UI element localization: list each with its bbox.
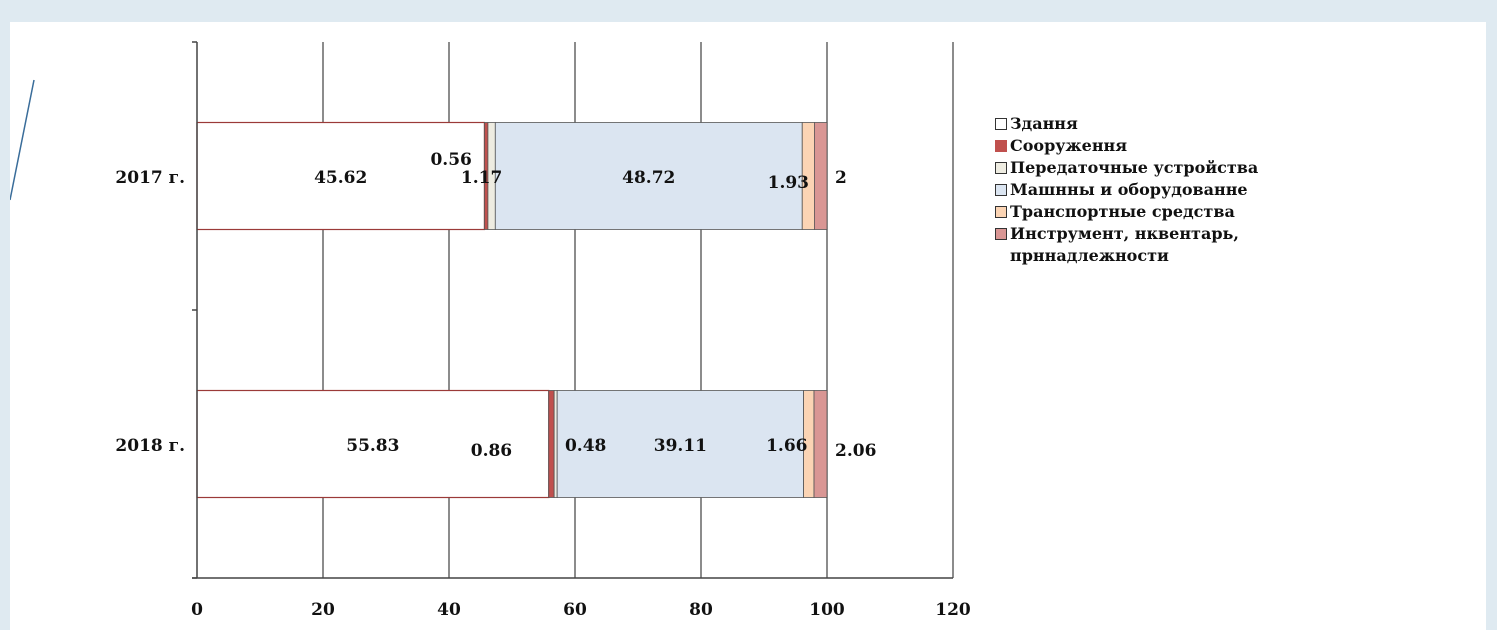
legend-label: Инструмент, нквентарь, прннадлежности xyxy=(1010,224,1239,265)
legend-label: Машнны и оборудованне xyxy=(1010,180,1248,199)
legend-label: Здання xyxy=(1010,114,1078,133)
bar-segment xyxy=(556,390,804,498)
axes xyxy=(192,41,953,579)
data-label: 2.06 xyxy=(835,441,876,461)
chart-frame: 0 20 40 60 80 100 120 45.62 0.56 1.17 48.72 1.93 2 20… xyxy=(10,22,1486,630)
data-label: 55.83 xyxy=(346,436,399,456)
bars xyxy=(196,121,828,499)
x-tick-label: 120 xyxy=(935,600,970,620)
data-label: 1.66 xyxy=(766,436,807,456)
legend-item: Сооруження xyxy=(995,135,1395,157)
data-label: 1.93 xyxy=(768,173,809,193)
legend-item: Инструмент, нквентарь, прннадлежности xyxy=(995,223,1395,267)
bar-segment xyxy=(814,122,828,230)
x-tick-label: 0 xyxy=(191,600,203,620)
data-label: 39.11 xyxy=(654,436,707,456)
legend-label: Сооруження xyxy=(1010,136,1128,155)
legend-swatch xyxy=(995,140,1007,152)
category-label: 2018 г. xyxy=(115,436,185,456)
legend-item: Машнны и оборудованне xyxy=(995,179,1395,201)
legend-label: Передаточные устройства xyxy=(1010,158,1259,177)
bar-segment xyxy=(196,389,550,499)
data-label: 48.72 xyxy=(622,168,675,188)
legend-label: Транспортные средства xyxy=(1010,202,1235,221)
legend-swatch xyxy=(995,206,1007,218)
data-label: 0.48 xyxy=(565,436,606,456)
data-label: 1.17 xyxy=(461,168,502,188)
bar-chart: 0 20 40 60 80 100 120 45.62 0.561.17 48.72 1.93 2 20… xyxy=(115,41,970,620)
x-tick-label: 60 xyxy=(563,600,587,620)
legend-item: Передаточные устройства xyxy=(995,157,1395,179)
legend-item: Транспортные средства xyxy=(995,201,1395,223)
legend-item: Здання xyxy=(995,113,1395,135)
category-label: 2017 г. xyxy=(115,168,185,188)
bar-segment xyxy=(494,122,803,230)
x-tick-label: 40 xyxy=(437,600,461,620)
legend-swatch xyxy=(995,184,1007,196)
bar-segment xyxy=(553,390,558,498)
x-tick-label: 20 xyxy=(311,600,335,620)
legend-swatch xyxy=(995,162,1007,174)
data-label: 45.62 xyxy=(314,168,367,188)
data-label: 0.86 xyxy=(471,441,512,461)
bar-segment xyxy=(548,390,555,498)
x-tick-label: 100 xyxy=(809,600,845,620)
legend: Здання Сооруження Передаточные устройств… xyxy=(995,113,1395,267)
decorative-line xyxy=(10,79,35,201)
legend-swatch xyxy=(995,118,1007,130)
data-label: 0.56 xyxy=(430,150,471,170)
legend-swatch xyxy=(995,228,1007,240)
data-label: 2 xyxy=(835,168,847,188)
labels: 0 20 40 60 80 100 120 45.62 0.561.17 48.72 1.93 2 20… xyxy=(115,150,970,620)
x-tick-label: 80 xyxy=(689,600,713,620)
bar-segment xyxy=(813,390,828,498)
